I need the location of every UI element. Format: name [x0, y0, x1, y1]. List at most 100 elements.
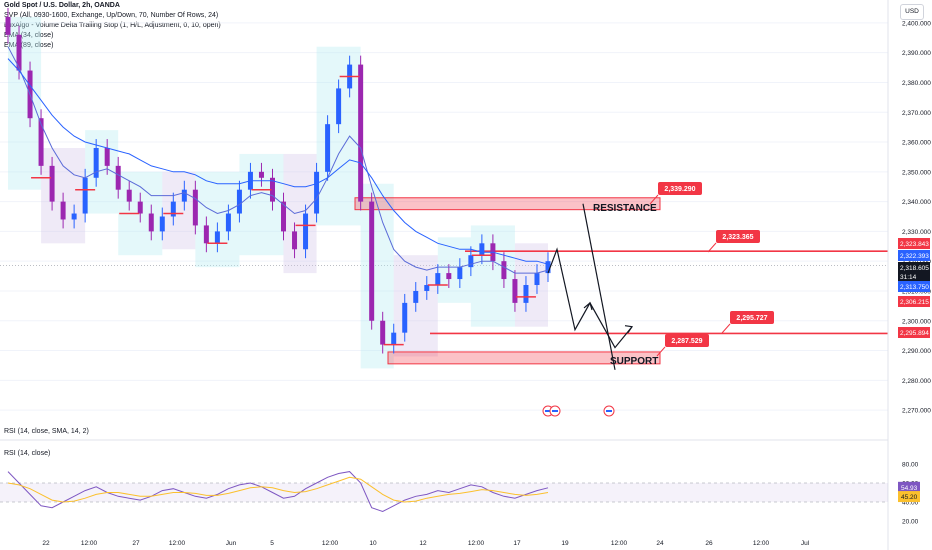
price-tick-label: 2,280.000 — [902, 378, 931, 385]
time-tick-label: Jun — [226, 540, 237, 547]
flag-label: 2,295.727 — [736, 315, 767, 322]
candle-body — [269, 177, 275, 202]
price-flag: 2,295.727 — [721, 311, 774, 334]
badge-label: 2,322.393 — [900, 253, 929, 260]
candle-body — [203, 225, 209, 244]
rsi-value-badge: 54.93 — [898, 481, 920, 493]
flag-pointer — [707, 242, 717, 253]
candle-body — [369, 201, 375, 321]
time-tick-label: 12 — [419, 540, 427, 547]
candle-body — [181, 189, 187, 202]
svp-block — [437, 237, 471, 303]
candle-body — [49, 165, 55, 202]
badge-box — [898, 491, 920, 503]
flag-pointer — [649, 194, 659, 205]
rsi-line — [7, 471, 549, 513]
candle-body — [534, 273, 540, 286]
rsi-sma-legend[interactable]: RSI (14, close, SMA, 14, 2) — [4, 428, 89, 435]
price-badge: 2,322.393 — [898, 250, 930, 261]
candle-body — [479, 243, 485, 256]
candle-body — [38, 118, 44, 166]
candle-body — [126, 189, 132, 202]
flag-pointer — [656, 346, 666, 357]
candle-body — [325, 124, 331, 172]
resistance-zone — [354, 197, 661, 211]
flag-pointer — [721, 323, 731, 334]
candle-body — [545, 261, 551, 274]
candle-body — [71, 213, 77, 220]
time-tick-label: Jul — [801, 540, 810, 547]
flag-label: 2,339.290 — [664, 186, 695, 193]
ema89-legend[interactable]: EMA (89, close) — [4, 42, 54, 49]
currency-button[interactable]: USD — [900, 4, 924, 20]
svp-block — [283, 153, 317, 274]
badge-box — [898, 250, 930, 261]
time-tick-label: 12:00 — [322, 540, 339, 547]
price-flag: 2,323.365 — [707, 230, 760, 253]
event-flag-icon — [606, 410, 612, 412]
zones — [354, 197, 888, 365]
luxalgo-legend[interactable]: LuxAlgo - Volume Delta Trailing Stop (1,… — [4, 22, 221, 29]
candle-body — [435, 273, 441, 286]
trailing-stops — [31, 75, 536, 346]
badge-box — [898, 327, 930, 338]
candle-body — [137, 201, 143, 214]
rsi-legend[interactable]: RSI (14, close) — [4, 450, 51, 457]
price-tick-label: 2,390.000 — [902, 50, 931, 57]
price-tick-label: 2,350.000 — [902, 169, 931, 176]
flag-box — [665, 334, 709, 347]
price-badge: 2,295.894 — [898, 327, 930, 338]
svp-block — [195, 171, 240, 268]
flag-box — [716, 230, 760, 243]
badge-label: 2,295.894 — [900, 330, 929, 337]
time-axis: 22 12:00 27 12:00 Jun 5 12:00 10 12 12:00 17 19 12:0… — [42, 540, 809, 547]
candle-body — [501, 261, 507, 280]
candle-body — [104, 147, 110, 166]
svp-block — [360, 183, 394, 369]
candle-body — [159, 216, 165, 232]
rsi-band — [0, 483, 888, 502]
rsi-ma-line — [7, 476, 549, 503]
symbol-title[interactable]: Gold Spot / U.S. Dollar, 2h, OANDA — [4, 2, 120, 9]
candle-body — [468, 255, 474, 268]
svp-block — [162, 171, 196, 250]
candle-body — [148, 213, 154, 232]
ema-line — [7, 46, 549, 274]
badge-label: 31:14 — [900, 274, 917, 281]
candle-body — [115, 165, 121, 190]
ema34-legend[interactable]: EMA (34, close) — [4, 32, 54, 39]
price-badges: 2,323.843 2,322.393 2,318.605 31:14 2,313.75… — [898, 238, 930, 338]
time-tick-label: 24 — [656, 540, 664, 547]
event-flag-icon — [545, 410, 551, 412]
price-badge: 2,306.215 — [898, 296, 930, 307]
svp-legend[interactable]: SVP (All, 0930-1600, Exchange, Up/Down, … — [4, 12, 219, 19]
support-zone — [387, 351, 661, 365]
time-tick-label: 12:00 — [611, 540, 628, 547]
badge-box — [898, 296, 930, 307]
badge-label: 2,318.605 — [900, 265, 929, 272]
badge-label: 2,313.750 — [900, 284, 929, 291]
badge-box — [898, 481, 920, 493]
candle-body — [424, 285, 430, 291]
badge-box — [898, 271, 930, 282]
candle-body — [236, 189, 242, 214]
price-tick-label: 2,380.000 — [902, 80, 931, 87]
time-tick-label: 12:00 — [169, 540, 186, 547]
svp-block — [514, 243, 548, 327]
ema-lines — [7, 46, 549, 274]
time-tick-label: 12:00 — [468, 540, 485, 547]
time-tick-label: 27 — [132, 540, 140, 547]
ema-line — [7, 58, 549, 265]
time-tick-label: 5 — [270, 540, 274, 547]
candle-body — [358, 64, 364, 202]
price-badge: 2,318.605 — [898, 262, 930, 273]
annotations: RESISTANCE SUPPORT — [593, 203, 658, 367]
price-flags: 2,339.290 2,323.365 2,295.727 2,287.529 — [649, 182, 774, 357]
time-tick-label: 26 — [705, 540, 713, 547]
price-flag: 2,287.529 — [656, 334, 709, 357]
price-tick-label: 2,300.000 — [902, 318, 931, 325]
price-badge: 31:14 — [898, 271, 930, 282]
flag-label: 2,287.529 — [671, 338, 702, 345]
arrow-head — [583, 301, 593, 311]
